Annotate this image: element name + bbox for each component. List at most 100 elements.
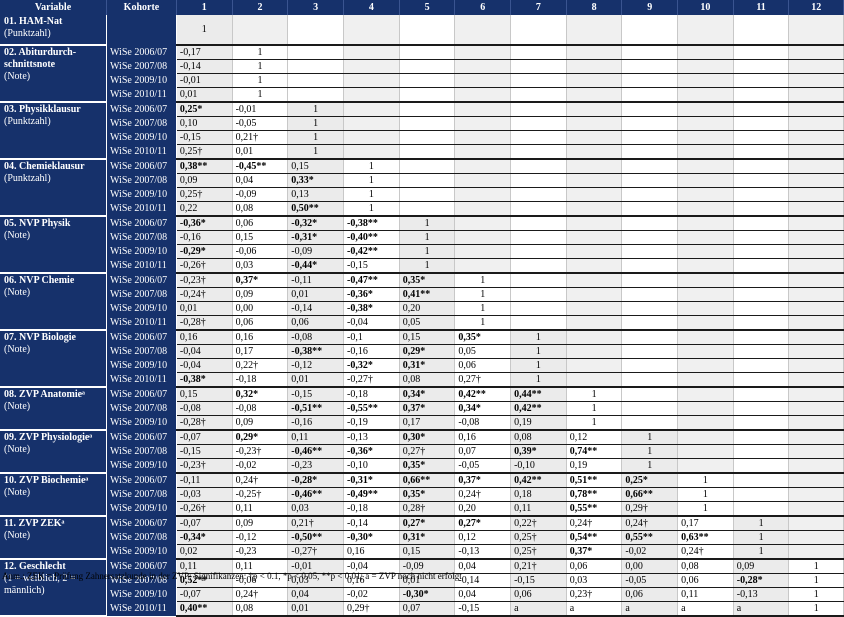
empty-cell <box>343 116 400 131</box>
empty-cell <box>733 415 790 431</box>
empty-cell <box>788 301 844 316</box>
correlation-cell: 0,16 <box>176 330 233 345</box>
empty-cell <box>566 187 623 202</box>
empty-cell <box>621 301 679 316</box>
empty-cell <box>621 258 679 274</box>
correlation-cell: -0,02 <box>343 587 400 602</box>
correlation-cell: 0,20 <box>454 501 512 517</box>
correlation-cell: 0,08 <box>510 430 567 445</box>
header-cohort: Kohorte <box>106 0 177 15</box>
correlation-cell: -0,12 <box>232 530 289 545</box>
empty-cell <box>788 230 844 245</box>
correlation-cell: -0,47** <box>343 273 400 288</box>
table-row: WiSe 2009/10 0,02 -0,23 -0,27† 0,16 0,15 -0,13… <box>0 544 844 560</box>
correlation-cell: -0,18 <box>343 501 400 517</box>
empty-cell <box>510 144 567 160</box>
empty-cell <box>677 387 734 402</box>
correlation-cell: 1 <box>566 415 623 431</box>
variable-unit: (Note) <box>4 344 31 355</box>
empty-cell <box>677 458 734 474</box>
cohort-label: WiSe 2009/10 <box>106 458 177 473</box>
table-footnote: Anm.: ZEK = Prüfung Zahnersatzkunde in d… <box>2 571 462 581</box>
variable-unit: (Note) <box>4 230 31 241</box>
correlation-cell: -0,16 <box>287 415 345 431</box>
header-col-5: 5 <box>399 0 456 15</box>
table-row: WiSe 2007/08 -0,14 1 <box>0 59 844 74</box>
empty-cell <box>399 87 456 103</box>
correlation-cell: -0,31* <box>343 473 400 488</box>
empty-cell <box>733 230 790 245</box>
variable-title: 05. NVP Physik <box>4 218 71 229</box>
correlation-cell: 1 <box>454 315 512 331</box>
empty-cell <box>287 87 345 103</box>
correlation-cell: 0,29† <box>343 601 400 617</box>
correlation-cell: -0,1 <box>343 330 400 345</box>
variable-unit: (Note) <box>4 287 31 298</box>
empty-cell <box>788 516 844 531</box>
correlation-cell: -0,38** <box>343 216 400 231</box>
correlation-cell: 0,06 <box>621 587 679 602</box>
correlation-cell: 0,35* <box>399 487 456 502</box>
correlation-cell: -0,34* <box>176 530 233 545</box>
correlation-cell: -0,09 <box>399 559 456 574</box>
empty-cell <box>454 130 512 145</box>
variable-unit: (Note) <box>4 444 31 455</box>
empty-cell <box>566 87 623 103</box>
correlation-cell: a <box>566 601 623 617</box>
correlation-cell: 1 <box>733 544 790 560</box>
table-row: WiSe 2009/10 -0,28† 0,09 -0,16 -0,19 0,17 -0,0… <box>0 415 844 431</box>
empty-cell <box>677 59 734 74</box>
empty-cell <box>399 102 456 117</box>
cohort-label: WiSe 2006/07 <box>106 45 177 60</box>
empty-cell <box>287 59 345 74</box>
empty-cell <box>733 102 790 117</box>
header-variable: Variable <box>0 0 107 15</box>
cohort-label: WiSe 2009/10 <box>106 501 177 516</box>
table-row: 05. NVP Physik (Note) WiSe 2006/07 -0,36* 0,… <box>0 216 844 274</box>
correlation-cell: 0,25† <box>176 187 233 202</box>
header-col-8: 8 <box>566 0 623 15</box>
correlation-cell: -0,23† <box>232 444 289 459</box>
table-row: WiSe 2009/10 0,25† -0,09 0,13 1 <box>0 187 844 202</box>
cohort-label: WiSe 2009/10 <box>106 358 177 373</box>
cohort-label: WiSe 2007/08 <box>106 230 177 245</box>
correlation-cell: 0,19 <box>510 415 567 431</box>
empty-cell <box>677 102 734 117</box>
empty-cell <box>510 201 567 217</box>
empty-cell <box>454 15 512 46</box>
empty-cell <box>677 15 734 46</box>
empty-cell <box>399 201 456 217</box>
variable-unit: (Punktzahl) <box>4 28 51 39</box>
correlation-cell: 1 <box>621 430 679 445</box>
correlation-cell: -0,18 <box>232 372 289 388</box>
correlation-cell: 0,39* <box>510 444 567 459</box>
correlation-cell: -0,11 <box>176 473 233 488</box>
cohort-label: WiSe 2007/08 <box>106 344 177 359</box>
correlation-cell: 0,01 <box>176 87 233 103</box>
empty-cell <box>510 102 567 117</box>
correlation-cell: 0,25† <box>510 544 567 560</box>
correlation-cell: 0,40** <box>176 601 233 617</box>
table-row: WiSe 2009/10 -0,23† -0,02 -0,23 -0,10 0,35* -0… <box>0 458 844 474</box>
correlation-cell: -0,15 <box>287 387 345 402</box>
header-col-11: 11 <box>733 0 790 15</box>
empty-cell <box>399 187 456 202</box>
empty-cell <box>788 130 844 145</box>
table-row: 07. NVP Biologie (Note) WiSe 2006/07 0,16 0,… <box>0 330 844 388</box>
correlation-cell: 0,35* <box>399 273 456 288</box>
empty-cell <box>566 358 623 373</box>
cohort-label: WiSe 2009/10 <box>106 415 177 430</box>
correlation-cell: 0,30* <box>399 430 456 445</box>
correlation-cell: 0,17 <box>232 344 289 359</box>
correlation-cell: 0,55** <box>621 530 679 545</box>
empty-cell <box>454 173 512 188</box>
correlation-cell: 0,17 <box>677 516 734 531</box>
correlation-cell: 1 <box>677 487 734 502</box>
correlation-cell: 1 <box>176 15 233 46</box>
empty-cell <box>733 387 790 402</box>
correlation-cell: -0,36* <box>176 216 233 231</box>
empty-cell <box>788 473 844 488</box>
table-row: 02. Abiturdurch-schnittsnote (Note) WiSe 2… <box>0 45 844 103</box>
correlation-cell: -0,10 <box>343 458 400 474</box>
